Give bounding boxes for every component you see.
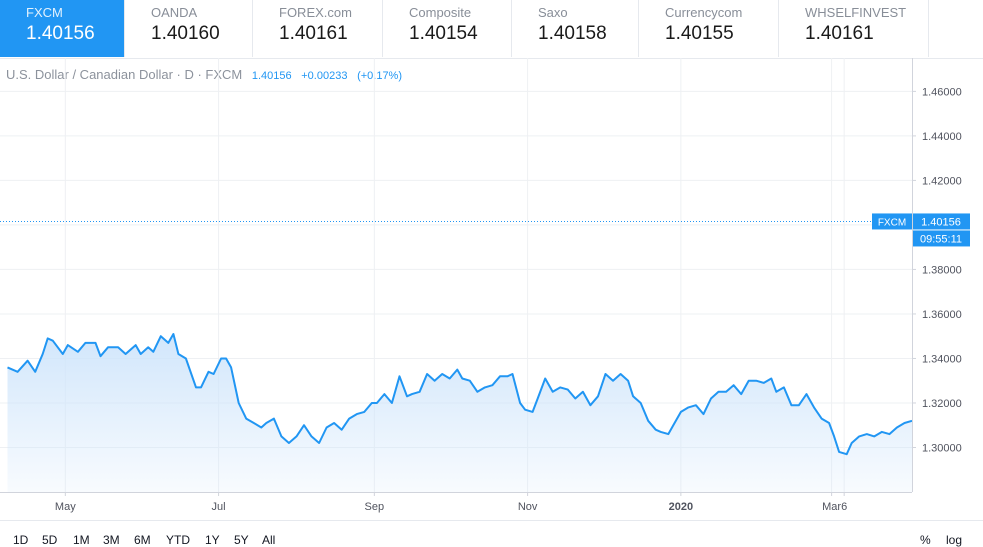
tab-price: 1.40154 — [409, 23, 478, 44]
x-tick-label: Mar — [822, 501, 841, 513]
tab-forex-com[interactable]: FOREX.com 1.40161 — [253, 0, 383, 57]
tab-name: FOREX.com — [279, 5, 352, 20]
price-change-pct: (+0.17%) — [357, 70, 403, 82]
price-source-badge — [872, 213, 912, 230]
tab-price: 1.40158 — [538, 23, 607, 44]
x-tick-label: 2020 — [669, 501, 693, 513]
y-tick-label: 1.36000 — [922, 309, 962, 321]
x-tick-label: 6 — [841, 501, 847, 513]
price-time-badge — [913, 230, 970, 247]
range-button-3m[interactable]: 3M — [103, 533, 120, 547]
tab-currencycom[interactable]: Currencycom 1.40155 — [639, 0, 779, 57]
y-tick-label: 1.30000 — [922, 442, 962, 454]
y-tick-label: 1.44000 — [922, 131, 962, 143]
price-value-label: 1.40156 — [921, 216, 961, 228]
tab-oanda[interactable]: OANDA 1.40160 — [125, 0, 253, 57]
range-button-6m[interactable]: 6M — [134, 533, 151, 547]
price-line — [7, 333, 913, 456]
tab-name: WHSELFINVEST — [805, 5, 907, 20]
last-price: 1.40156 — [251, 70, 292, 82]
x-tick-label: Nov — [518, 501, 538, 513]
range-button-1y[interactable]: 1Y — [205, 533, 220, 547]
tab-name: FXCM — [26, 5, 63, 20]
x-tick-label: Sep — [365, 501, 385, 513]
tab-saxo[interactable]: Saxo 1.40158 — [512, 0, 639, 57]
price-source-label: FXCM — [878, 217, 906, 228]
price-change: +0.00233 — [301, 70, 348, 82]
tab-name: OANDA — [151, 5, 198, 20]
range-button-5y[interactable]: 5Y — [234, 533, 249, 547]
x-tick-label: Jul — [212, 501, 226, 513]
tab-name: Saxo — [538, 5, 568, 20]
y-tick-label: 1.42000 — [922, 175, 962, 187]
price-value-badge — [913, 213, 970, 230]
tab-whselfinvest[interactable]: WHSELFINVEST 1.40161 — [779, 0, 929, 57]
exchange-tabs: FXCM 1.40156 OANDA 1.40160 FOREX.com 1.40161 C… — [0, 0, 983, 59]
bottom-toolbar: 1D 5D 1M 3M 6M YTD 1Y 5Y All% log — [0, 520, 983, 547]
tab-price: 1.40160 — [151, 23, 220, 44]
percent-scale-button[interactable]: % — [920, 533, 931, 547]
tab-fxcm[interactable]: FXCM 1.40156 — [0, 0, 125, 57]
y-tick-label: 1.32000 — [922, 398, 962, 410]
price-time-label: 09:55:11 — [920, 233, 962, 245]
price-area — [7, 334, 912, 492]
tab-composite[interactable]: Composite 1.40154 — [383, 0, 512, 57]
range-button-1d[interactable]: 1D — [13, 533, 29, 547]
log-scale-button[interactable]: log — [946, 533, 963, 547]
y-tick-label: 1.46000 — [922, 86, 962, 98]
tab-name: Composite — [409, 5, 472, 20]
tab-price: 1.40156 — [26, 23, 95, 44]
y-tick-label: 1.38000 — [922, 264, 962, 276]
y-tick-label: 1.34000 — [922, 353, 962, 365]
tab-price: 1.40155 — [665, 23, 734, 44]
range-button-1m[interactable]: 1M — [73, 533, 90, 547]
range-button-all[interactable]: All — [262, 533, 276, 547]
range-button-5d[interactable]: 5D — [42, 533, 58, 547]
x-tick-label: May — [55, 501, 76, 513]
tab-name: Currencycom — [665, 5, 743, 20]
range-button-ytd[interactable]: YTD — [166, 533, 190, 547]
tab-price: 1.40161 — [279, 23, 348, 44]
tab-price: 1.40161 — [805, 23, 874, 44]
price-chart[interactable]: 1.300001.320001.340001.360001.380001.400… — [0, 58, 983, 520]
